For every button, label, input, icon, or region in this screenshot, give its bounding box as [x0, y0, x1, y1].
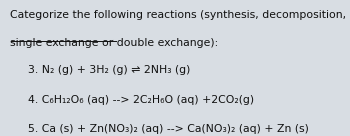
Text: Categorize the following reactions (synthesis, decomposition,: Categorize the following reactions (synt…	[10, 10, 346, 20]
Text: 4. C₆H₁₂O₆ (aq) --> 2C₂H₆O (aq) +2CO₂(g): 4. C₆H₁₂O₆ (aq) --> 2C₂H₆O (aq) +2CO₂(g)	[28, 95, 254, 105]
Text: 3. N₂ (g) + 3H₂ (g) ⇌ 2NH₃ (g): 3. N₂ (g) + 3H₂ (g) ⇌ 2NH₃ (g)	[28, 65, 190, 75]
Text: single exchange or double exchange):: single exchange or double exchange):	[10, 38, 219, 48]
Text: 5. Ca (s) + Zn(NO₃)₂ (aq) --> Ca(NO₃)₂ (aq) + Zn (s): 5. Ca (s) + Zn(NO₃)₂ (aq) --> Ca(NO₃)₂ (…	[28, 124, 309, 134]
